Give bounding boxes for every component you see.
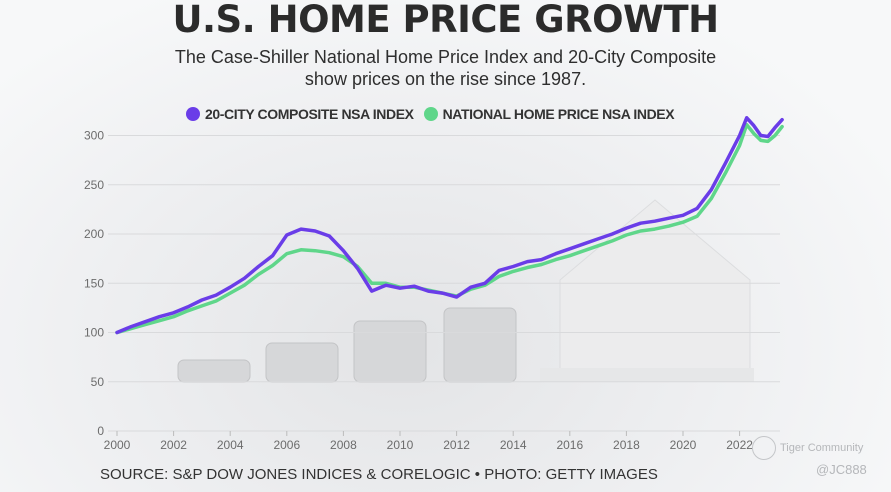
composite-legend-dot-icon [186,107,200,121]
x-tick-label: 2020 [670,438,697,452]
source-caption: SOURCE: S&P DOW JONES INDICES & CORELOGI… [100,466,658,483]
x-tick-label: 2002 [160,438,187,452]
y-tick-label: 50 [91,375,105,389]
x-tick-label: 2022 [726,438,753,452]
composite-series-line [115,116,784,335]
y-tick-label: 100 [84,326,104,340]
chart-subtitle: The Case-Shiller National Home Price Ind… [0,46,891,90]
x-tick-label: 2000 [104,438,131,452]
watermark-brand-text: Tiger Community [780,441,864,454]
y-tick-label: 250 [84,178,104,192]
subtitle-line-2: show prices on the rise since 1987. [304,69,587,89]
y-tick-label: 150 [84,276,104,290]
house-illustration [540,199,754,382]
y-tick-label: 200 [84,227,104,241]
legend-item-national: NATIONAL HOME PRICE NSA INDEX [423,106,675,122]
x-tick-label: 2018 [613,438,640,452]
x-tick-label: 2016 [556,438,583,452]
y-tick-label: 0 [97,424,104,438]
coin-stack-3 [353,320,427,383]
chart-title: U.S. HOME PRICE GROWTH [172,0,719,41]
legend-item-composite: 20-CITY COMPOSITE NSA INDEX [186,106,414,122]
x-tick-label: 2010 [387,438,414,452]
x-tick-label: 2014 [500,438,527,452]
y-tick-label: 300 [84,129,104,143]
chart-legend: 20-CITY COMPOSITE NSA INDEX NATIONAL HOM… [186,106,684,122]
x-tick-label: 2012 [443,438,470,452]
watermark-brand: Tiger Community [752,436,863,460]
coin-stack-4 [443,307,517,383]
x-tick-label: 2004 [217,438,244,452]
coin-stack-2 [265,342,339,383]
national-legend-dot-icon [423,107,438,121]
legend-label-national: NATIONAL HOME PRICE NSA INDEX [442,106,675,122]
x-tick-label: 2006 [273,438,300,452]
tiger-logo-icon [752,436,776,460]
legend-label-composite: 20-CITY COMPOSITE NSA INDEX [205,106,414,122]
coin-stack-1 [177,359,251,383]
coin-stacks-illustration [177,307,517,383]
subtitle-line-1: The Case-Shiller National Home Price Ind… [174,47,717,67]
x-tick-label: 2008 [330,438,357,452]
watermark-handle: @JC888 [816,462,867,477]
